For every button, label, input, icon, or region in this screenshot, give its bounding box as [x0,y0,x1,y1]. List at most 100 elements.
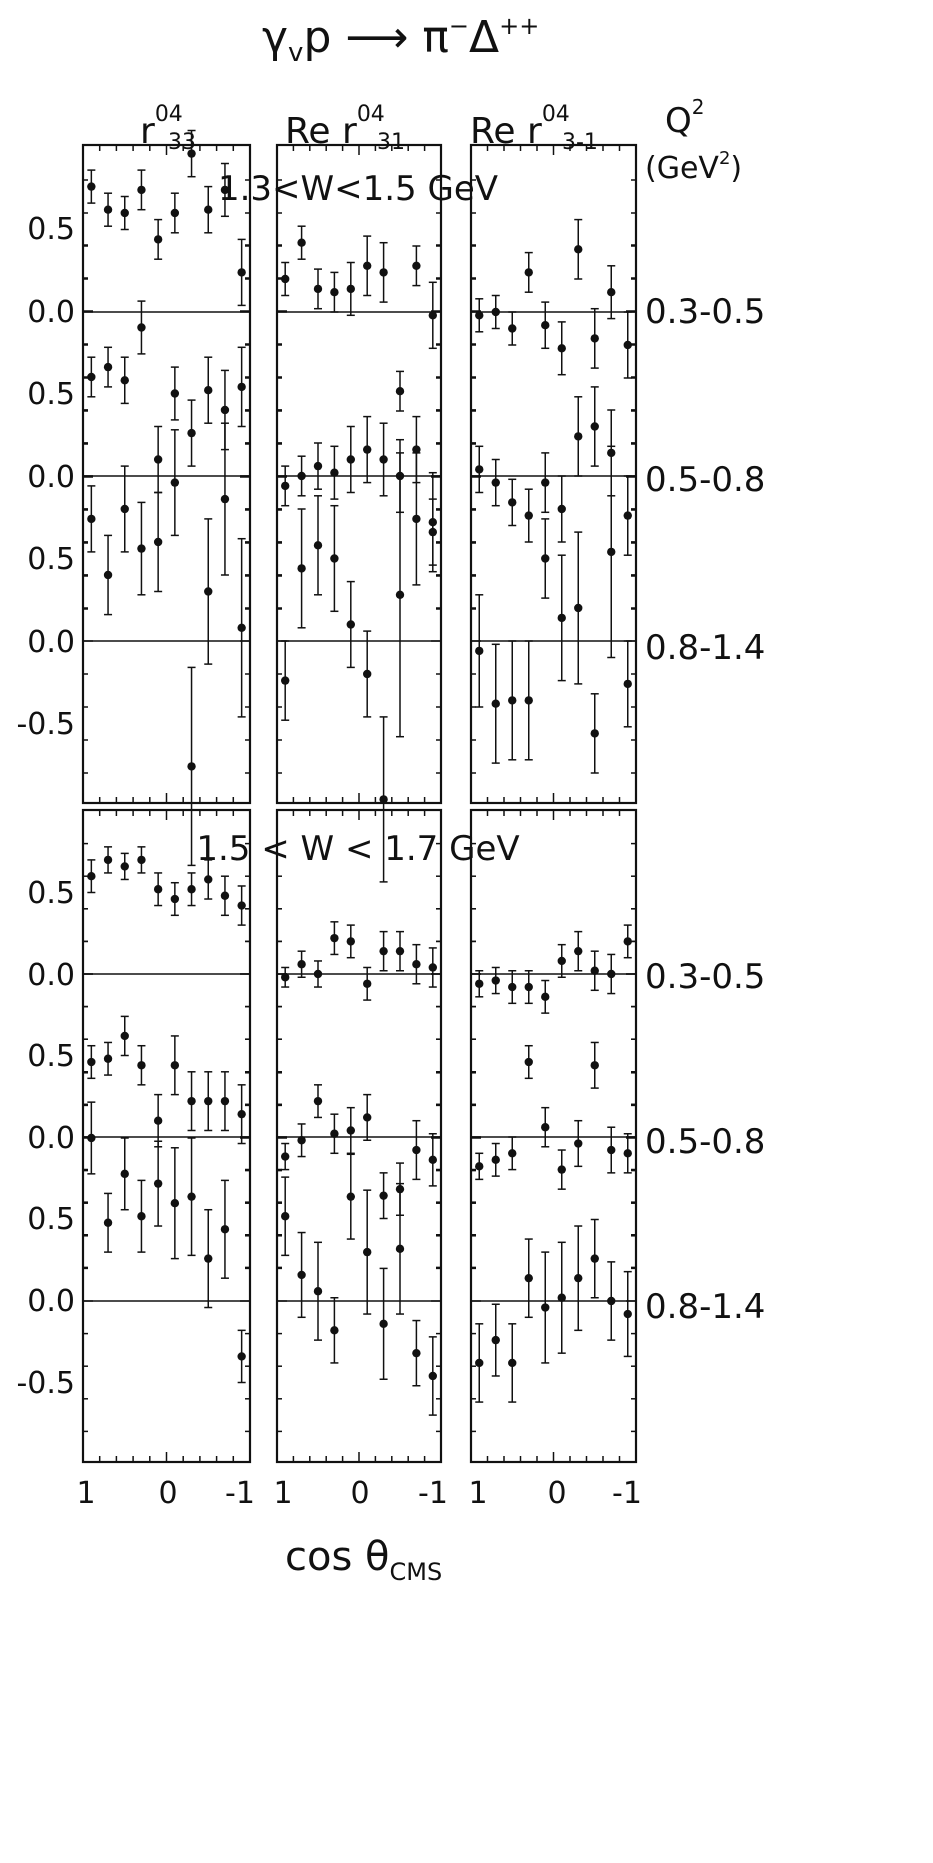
data-point [120,862,129,871]
data-point [557,1293,566,1302]
data-point [237,382,246,392]
data-point [120,504,129,514]
data-point [524,982,533,992]
q2-header: Q2 [665,95,705,141]
data-point [220,1096,230,1106]
data-point [412,445,421,454]
data-point [574,1273,583,1283]
data-point [220,1225,230,1234]
data-point [120,1031,129,1041]
data-point [281,676,290,685]
q2-label-bottom-3: 0.8-1.4 [645,1287,765,1327]
data-point [87,872,96,881]
data-point [475,1358,484,1368]
x-tick-label: -1 [418,1476,448,1511]
data-point [281,481,290,491]
data-point [204,386,213,395]
data-point [281,1152,290,1161]
data-point [491,976,500,985]
column-header-re-r3m1: Re r04 3-1 [470,102,598,155]
data-point [297,564,306,573]
data-point [590,729,599,738]
data-point [137,1212,146,1221]
data-point [475,979,484,988]
data-point [313,1096,323,1106]
data-point [187,428,196,438]
data-point [137,544,146,553]
data-point [103,205,113,214]
data-point [475,646,484,656]
data-point [330,933,339,943]
data-point [623,679,632,689]
data-point [491,478,500,487]
data-point [346,455,355,464]
data-point [412,960,421,969]
w-range-label-high: 1.5 < W < 1.7 GeV [196,829,519,869]
x-tick-label: -1 [225,1476,255,1511]
data-point [574,946,583,956]
data-point [524,1057,533,1067]
data-point [541,1123,550,1132]
data-point [187,1192,196,1201]
data-point [623,511,632,520]
data-point [220,494,230,504]
x-tick-label: -1 [612,1476,642,1511]
data-point [363,669,372,679]
plot-area [81,129,638,1464]
data-point [475,311,484,320]
data-point [557,504,566,514]
data-point [541,478,550,487]
data-point [103,570,113,580]
data-point [346,1192,355,1201]
data-point [330,1129,339,1138]
data-point [363,445,372,454]
data-point [607,1296,616,1306]
q2-label-bottom-2: 0.5-0.8 [645,1122,765,1162]
data-point [346,284,355,294]
data-point [508,324,517,333]
data-point [623,1149,632,1158]
y-tick-label: 0.0 [27,958,75,993]
data-point [237,1109,246,1119]
y-tick-label: 0.0 [27,625,75,660]
data-point [412,514,421,524]
data-point [541,321,550,330]
data-point [237,268,246,277]
y-tick-label: -0.5 [16,707,75,742]
data-point [508,1358,517,1368]
data-point [281,274,290,284]
data-point [153,537,163,547]
data-point [281,973,290,982]
data-point [170,208,180,218]
title-delta-charge: ++ [499,12,539,40]
data-point [379,1191,388,1200]
title-pion: π [408,12,448,63]
data-point [170,894,180,904]
data-point [574,603,583,613]
data-point [313,541,323,550]
data-point [346,937,355,946]
x-tick-label: 0 [350,1476,369,1511]
data-point [475,1162,484,1171]
data-point [237,1352,246,1361]
data-point [395,590,405,599]
data-point [524,696,533,705]
data-point [153,885,163,894]
data-point [204,1096,213,1106]
y-tick-label: 0.0 [27,295,75,330]
data-point [297,471,306,481]
y-tick-label: 0.5 [27,1039,75,1074]
data-point [220,405,230,415]
data-point [557,956,566,966]
data-point [137,1061,146,1070]
data-point [313,969,323,979]
data-point [297,238,306,247]
data-point [237,901,246,910]
x-tick-label: 1 [468,1476,487,1511]
data-point [220,185,230,195]
data-point [297,1270,306,1280]
data-point [346,1126,355,1135]
data-point [508,696,517,705]
data-point [607,288,616,297]
data-point [103,1054,113,1063]
